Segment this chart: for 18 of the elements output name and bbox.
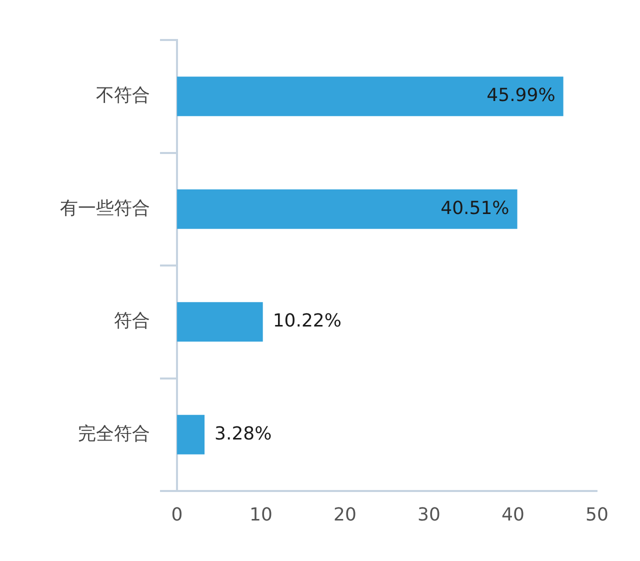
data-label: 3.28% <box>214 423 272 444</box>
x-tick-label: 10 <box>250 504 272 526</box>
x-tick-label: 0 <box>171 504 183 526</box>
bar <box>177 189 518 229</box>
x-tick-label: 20 <box>334 504 356 526</box>
data-label: 40.51% <box>440 198 510 219</box>
bar <box>177 414 205 454</box>
x-tick-label: 40 <box>502 504 524 526</box>
data-label: 45.99% <box>486 85 556 106</box>
x-tick-label: 50 <box>586 504 608 526</box>
y-tick-label: 有一些符合 <box>60 198 150 219</box>
x-tick-label: 30 <box>418 504 440 526</box>
bar <box>177 302 263 342</box>
y-tick-label: 符合 <box>114 310 150 332</box>
y-tick-label: 完全符合 <box>78 423 150 444</box>
bar <box>177 76 564 116</box>
data-label: 10.22% <box>272 310 342 332</box>
y-tick-label: 不符合 <box>96 85 150 106</box>
